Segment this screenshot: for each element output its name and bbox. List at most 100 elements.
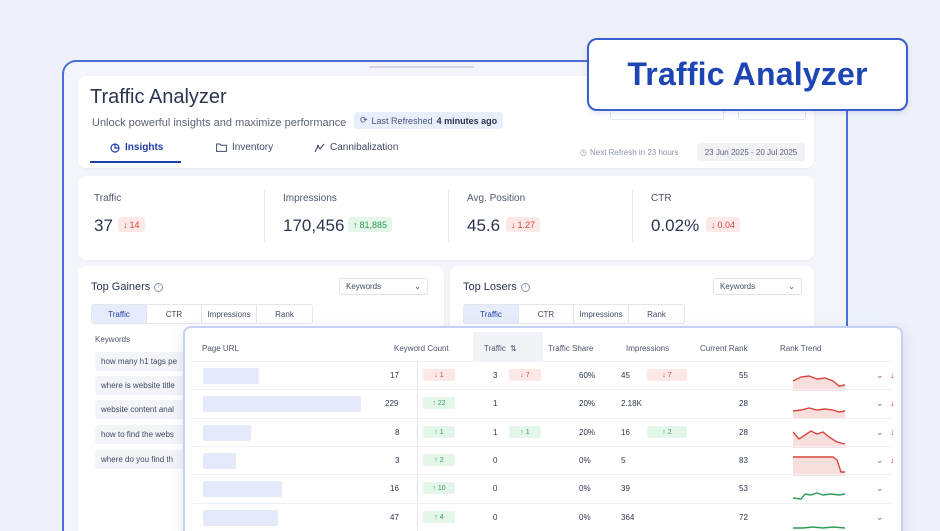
subtab-impressions[interactable]: Impressions [574, 305, 629, 323]
info-icon[interactable]: i [520, 282, 530, 292]
page-url-placeholder[interactable] [203, 481, 282, 497]
keyword-count-value: 16 [390, 484, 399, 493]
info-icon[interactable]: i [154, 282, 164, 292]
table-row[interactable]: 17 ↓ 1 3 ↓ 7 60% 45 ↓ 7 55 ⌄ ↓ [193, 361, 895, 391]
col-traffic-label: Traffic [484, 344, 506, 353]
header-card: Traffic Analyzer Unlock powerful insight… [78, 76, 814, 168]
table-row[interactable]: 229 ↑ 22 1 20% 2.18K 28 ⌄ ↓ [193, 389, 895, 419]
impressions-delta: ↑ 2 [647, 426, 687, 438]
chart-pie-icon [110, 142, 120, 153]
page-url-placeholder[interactable] [203, 368, 259, 384]
traffic-value: 3 [493, 371, 498, 380]
rank-trend-sparkline [793, 407, 846, 419]
page-url-placeholder[interactable] [203, 453, 236, 469]
keyword-count-delta: ↑ 4 [423, 511, 455, 523]
subtab-impressions[interactable]: Impressions [202, 305, 257, 323]
gainers-dropdown-value: Keywords [346, 282, 382, 291]
keyword-count-delta-value: 2 [439, 456, 444, 464]
keyword-count-value: 3 [395, 456, 400, 465]
pages-table: Page URL Keyword Count Traffic ⇅ Traffic… [183, 326, 903, 531]
page-url-placeholder[interactable] [203, 396, 361, 412]
rank-down-arrow-icon: ↓ [890, 398, 895, 408]
clock-icon: ◷ [580, 148, 587, 157]
table-row[interactable]: 8 ↑ 1 1 ↑ 1 20% 16 ↑ 2 28 ⌄ ↓ [193, 418, 895, 448]
losers-subtabs: Traffic CTR Impressions Rank [463, 304, 685, 324]
column-divider [417, 390, 418, 418]
expand-chevron-icon[interactable]: ⌄ [876, 398, 884, 408]
arrow-down-icon: ↓ [520, 371, 524, 379]
col-traffic[interactable]: Traffic ⇅ [484, 344, 517, 353]
metric-delta: ↓ 14 [118, 217, 145, 232]
impressions-value: 2.18K [621, 399, 642, 408]
rank-down-arrow-icon: ↓ [890, 455, 895, 465]
tab-inventory[interactable]: Inventory [216, 142, 273, 153]
tab-cannibalization[interactable]: Cannibalization [314, 142, 398, 153]
col-page-url[interactable]: Page URL [202, 344, 239, 353]
col-keyword-count[interactable]: Keyword Count [394, 344, 449, 353]
metric-delta-value: 1.27 [517, 219, 536, 230]
page-url-placeholder[interactable] [203, 510, 278, 526]
rank-trend-sparkline [793, 492, 846, 500]
metric-traffic: Traffic 37 ↓ 14 [78, 176, 261, 260]
subtab-ctr[interactable]: CTR [519, 305, 574, 323]
column-divider [417, 447, 418, 475]
keyword-count-value: 17 [390, 371, 399, 380]
traffic-delta: ↑ 1 [509, 426, 541, 438]
table-row[interactable]: 3 ↑ 2 0 0% 5 83 ⌄ ↓ [193, 446, 895, 476]
subtab-traffic[interactable]: Traffic [92, 305, 147, 323]
top-gainers-title: Top Gainers i [91, 281, 164, 293]
subtab-traffic[interactable]: Traffic [464, 305, 519, 323]
tab-insights[interactable]: Insights [110, 142, 163, 153]
col-rank-trend[interactable]: Rank Trend [780, 344, 822, 353]
column-divider [417, 362, 418, 390]
arrow-down-icon: ↓ [662, 371, 666, 379]
metric-ctr: CTR 0.02% ↓ 0.04 [632, 176, 815, 260]
table-row[interactable]: 47 ↑ 4 0 0% 364 72 ⌄ [193, 503, 893, 531]
metric-label: Traffic [94, 193, 122, 204]
metric-divider [632, 190, 633, 242]
subtab-rank[interactable]: Rank [275, 309, 294, 319]
expand-chevron-icon[interactable]: ⌄ [876, 427, 884, 437]
subtab-ctr[interactable]: CTR [147, 305, 202, 323]
metric-impressions: Impressions 170,456 ↑ 81,885 [264, 176, 447, 260]
metric-delta-value: 81,885 [359, 219, 388, 230]
keyword-count-delta-value: 4 [439, 513, 444, 521]
keyword-count-delta: ↑ 10 [423, 482, 455, 494]
expand-chevron-icon[interactable]: ⌄ [876, 370, 884, 380]
losers-dropdown[interactable]: Keywords ⌄ [713, 278, 802, 295]
metric-delta-value: 0.04 [717, 219, 736, 230]
keyword-count-delta: ↓ 1 [423, 369, 455, 381]
expand-chevron-icon[interactable]: ⌄ [876, 512, 884, 522]
column-divider [417, 475, 418, 503]
traffic-delta-value: 1 [525, 428, 530, 436]
expand-chevron-icon[interactable]: ⌄ [876, 455, 884, 465]
keyword-count-delta: ↑ 2 [423, 454, 455, 466]
col-traffic-share[interactable]: Traffic Share [548, 344, 594, 353]
rank-trend-sparkline [793, 526, 846, 529]
traffic-value: 0 [493, 484, 498, 493]
metric-value: 170,456 [283, 216, 345, 235]
gainers-dropdown[interactable]: Keywords ⌄ [339, 278, 428, 295]
traffic-value: 0 [493, 513, 498, 522]
page-title: Traffic Analyzer [90, 86, 227, 108]
keyword-count-delta: ↑ 1 [423, 426, 455, 438]
metric-delta-value: 14 [129, 219, 140, 230]
last-refreshed-badge[interactable]: ⟳ Last Refreshed 4 minutes ago [354, 112, 504, 129]
table-row[interactable]: 16 ↑ 10 0 0% 39 53 ⌄ [193, 474, 893, 503]
date-range-picker[interactable]: 23 Jun 2025 - 20 Jul 2025 [697, 143, 805, 161]
impressions-value: 5 [621, 456, 626, 465]
subtab-rank[interactable]: Rank [647, 309, 666, 319]
current-rank-value: 55 [739, 371, 748, 380]
col-current-rank[interactable]: Current Rank [700, 344, 748, 353]
traffic-share-value: 0% [579, 484, 591, 493]
metric-label: Impressions [283, 193, 337, 204]
expand-chevron-icon[interactable]: ⌄ [876, 483, 884, 493]
last-refreshed-value: 4 minutes ago [436, 115, 498, 126]
metric-delta: ↑ 81,885 [348, 217, 393, 232]
impressions-value: 39 [621, 484, 630, 493]
page-subtitle: Unlock powerful insights and maximize pe… [92, 117, 347, 129]
page-url-placeholder[interactable] [203, 425, 251, 441]
sort-icon[interactable]: ⇅ [510, 344, 517, 353]
col-impressions[interactable]: Impressions [626, 344, 670, 353]
arrow-up-icon: ↑ [520, 428, 524, 436]
